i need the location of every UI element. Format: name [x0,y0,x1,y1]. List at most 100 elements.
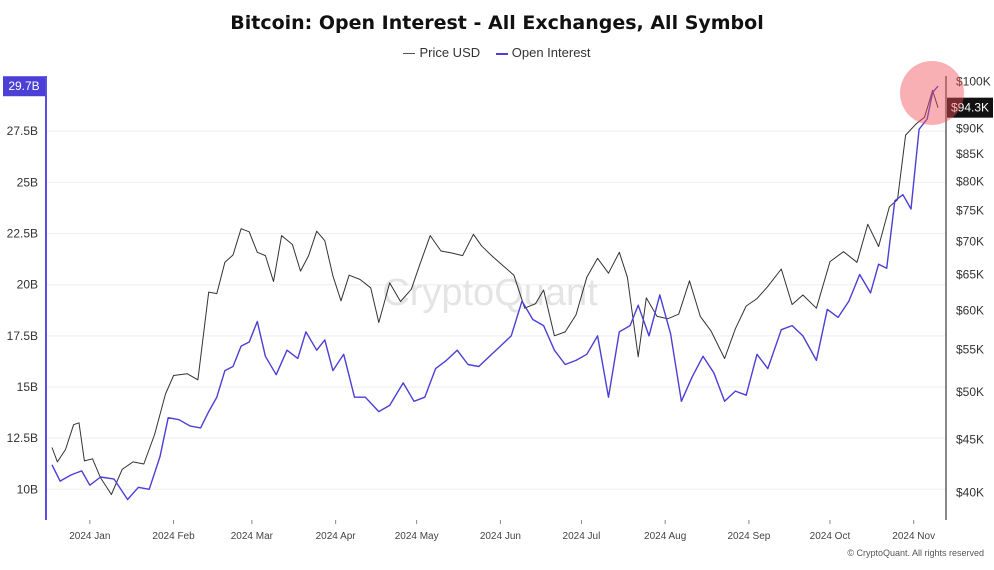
data-point-price-usd [575,314,577,316]
y-right-tick-label: $65K [956,268,984,282]
data-point-open-interest [659,294,661,296]
data-point-open-interest [305,331,307,333]
data-point-price-usd [65,449,67,451]
data-point-open-interest [456,349,458,351]
data-point-price-usd [535,303,537,305]
data-point-open-interest [848,300,850,302]
data-point-open-interest [332,370,334,372]
data-point-open-interest [389,405,391,407]
data-point-open-interest [608,396,610,398]
data-point-open-interest [597,335,599,337]
series-layer [51,85,939,501]
data-point-price-usd [208,291,210,293]
data-point-open-interest [826,308,828,310]
data-point-price-usd [856,261,858,263]
data-point-open-interest [413,400,415,402]
data-point-open-interest [816,360,818,362]
x-tick-label: 2024 Feb [152,531,195,542]
current-oi-badge [3,76,45,97]
data-point-price-usd [264,255,266,257]
data-point-price-usd [410,288,412,290]
data-point-price-usd [888,206,890,208]
data-point-price-usd [802,294,804,296]
data-point-price-usd [472,233,474,235]
x-tick-label: 2024 Jan [69,531,110,542]
data-point-open-interest [702,355,704,357]
y-right-tick-label: $80K [956,174,984,188]
data-point-price-usd [462,255,464,257]
data-point-open-interest [445,360,447,362]
y-left-tick-label: 10B [17,482,38,496]
data-point-price-usd [292,244,294,246]
data-point-price-usd [232,254,234,256]
data-point-open-interest [510,335,512,337]
data-point-open-interest [918,128,920,130]
data-point-open-interest [837,317,839,319]
data-point-open-interest [859,274,861,276]
data-point-price-usd [256,251,258,253]
data-point-open-interest [167,417,169,419]
data-point-open-interest [670,333,672,335]
data-point-open-interest [618,331,620,333]
data-point-price-usd [513,274,515,276]
data-point-price-usd [370,287,372,289]
legend-item-price[interactable]: Price USD [403,45,480,60]
value-markers: 29.7B $94.3K [3,60,993,125]
data-point-price-usd [645,297,647,299]
data-point-price-usd [132,461,134,463]
x-tick-label: 2024 Jul [563,531,601,542]
data-point-price-usd [618,251,620,253]
data-point-open-interest [870,292,872,294]
data-point-price-usd [300,270,302,272]
legend-swatch-price [403,53,416,55]
data-point-price-usd [332,275,334,277]
data-point-price-usd [57,461,59,463]
legend-label-open-interest: Open Interest [511,45,591,60]
data-point-open-interest [648,335,650,337]
current-oi-label: 29.7B [8,79,39,93]
y-right-tick-label: $70K [956,234,984,248]
data-point-open-interest [208,411,210,413]
data-point-open-interest [780,329,782,331]
data-point-open-interest [467,364,469,366]
data-point-price-usd [597,257,599,259]
x-tick-label: 2024 May [395,531,439,542]
data-point-price-usd [735,328,737,330]
data-point-open-interest [886,267,888,269]
legend-label-price: Price USD [419,45,481,60]
data-point-price-usd [51,447,53,449]
data-point-open-interest [275,374,277,376]
data-point-open-interest [724,400,726,402]
legend-item-open-interest[interactable]: Open Interest [495,45,591,60]
data-point-price-usd [429,235,431,237]
y-left-tick-label: 17.5B [7,329,38,343]
data-point-price-usd [389,282,391,284]
data-point-open-interest [575,360,577,362]
data-point-price-usd [767,286,769,288]
data-point-price-usd [608,272,610,274]
data-point-open-interest [756,353,758,355]
data-point-price-usd [878,246,880,248]
data-point-open-interest [159,456,161,458]
data-point-price-usd [281,235,283,237]
data-point-open-interest [297,357,299,359]
data-point-price-usd [564,331,566,333]
legend-swatch-open-interest [495,52,508,55]
data-point-open-interest [70,474,72,476]
data-point-price-usd [791,304,793,306]
data-point-open-interest [894,200,896,202]
data-point-price-usd [678,313,680,315]
y-left-tick-label: 12.5B [7,431,38,445]
y-left-tick-label: 20B [17,278,38,292]
data-point-open-interest [264,355,266,357]
data-point-price-usd [165,393,167,395]
data-point-price-usd [84,460,86,462]
data-point-price-usd [816,307,818,309]
y-left-tick-label: 25B [17,175,38,189]
footer-copyright: © CryptoQuant. All rights reserved [847,548,984,558]
data-point-price-usd [440,250,442,252]
data-point-open-interest [148,488,150,490]
data-point-price-usd [316,230,318,232]
data-point-open-interest [248,341,250,343]
data-point-open-interest [189,425,191,427]
